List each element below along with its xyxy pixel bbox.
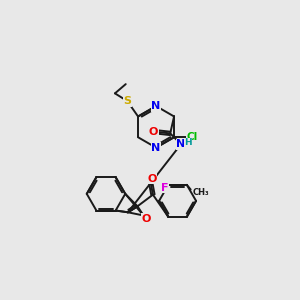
Text: F: F [161,183,168,193]
Text: S: S [123,96,131,106]
Text: CH₃: CH₃ [193,188,210,197]
Text: O: O [148,127,158,137]
Text: N: N [152,101,161,111]
Text: N: N [152,143,161,153]
Text: O: O [141,214,151,224]
Text: O: O [148,173,157,184]
Text: H: H [184,138,192,147]
Text: Cl: Cl [186,132,197,142]
Text: N: N [176,139,186,149]
